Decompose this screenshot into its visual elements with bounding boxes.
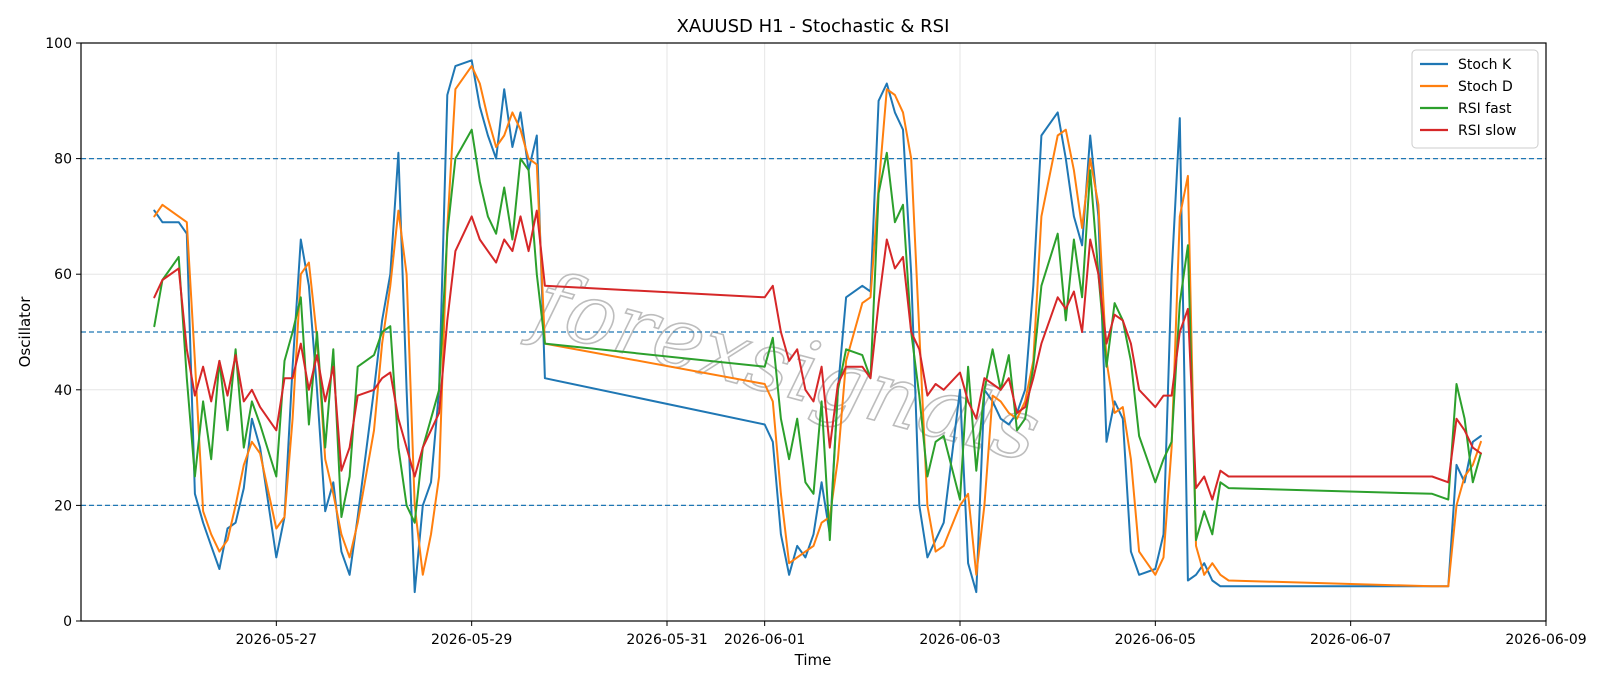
y-tick-label: 40	[54, 383, 72, 399]
y-tick-label: 80	[54, 152, 72, 168]
legend-box	[1411, 49, 1539, 149]
legend-label: RSI slow	[1458, 123, 1516, 139]
legend: Stoch K Stoch D RSI fast RSI slow	[1411, 49, 1539, 149]
x-tick-label: 2026-06-05	[1115, 632, 1196, 648]
legend-label: RSI fast	[1458, 101, 1512, 117]
x-axis: 2026-05-27 2026-05-29 2026-05-31 2026-06-01…	[236, 621, 1587, 648]
series-lines	[153, 59, 1482, 594]
x-tick-label: 2026-06-07	[1310, 632, 1391, 648]
x-tick-label: 2026-05-29	[431, 632, 512, 648]
x-axis-label: Time	[794, 651, 832, 669]
x-tick-label: 2026-06-03	[919, 632, 1000, 648]
series-line-rsi-fast	[153, 128, 1482, 542]
legend-label: Stoch K	[1458, 57, 1512, 73]
y-axis: 0 20 40 60 80 100	[45, 36, 81, 630]
plot-frame	[80, 42, 1547, 622]
x-tick-label: 2026-06-09	[1505, 632, 1586, 648]
y-tick-label: 20	[54, 498, 72, 514]
x-tick-label: 2026-06-01	[724, 632, 805, 648]
series-line-rsi-slow	[153, 209, 1482, 501]
chart-title: XAUUSD H1 - Stochastic & RSI	[677, 16, 950, 37]
x-tick-label: 2026-05-31	[626, 632, 707, 648]
series-line-stoch-k	[153, 59, 1482, 594]
y-tick-label: 100	[45, 36, 72, 52]
y-tick-label: 0	[63, 614, 72, 630]
x-tick-label: 2026-05-27	[236, 632, 317, 648]
y-axis-label: Oscillator	[16, 296, 34, 368]
series-line-stoch-d	[153, 65, 1482, 588]
y-tick-label: 60	[54, 267, 72, 283]
legend-label: Stoch D	[1458, 79, 1513, 95]
